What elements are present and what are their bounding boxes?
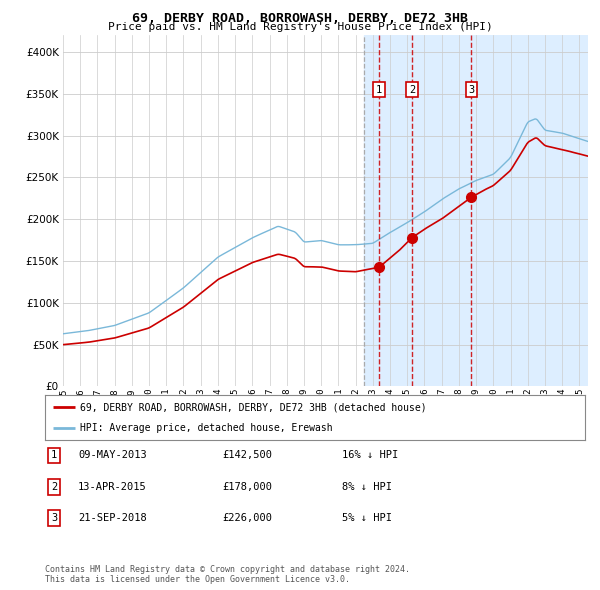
- Text: £142,500: £142,500: [222, 451, 272, 460]
- Text: 09-MAY-2013: 09-MAY-2013: [78, 451, 147, 460]
- Text: 69, DERBY ROAD, BORROWASH, DERBY, DE72 3HB (detached house): 69, DERBY ROAD, BORROWASH, DERBY, DE72 3…: [80, 402, 427, 412]
- Text: 5% ↓ HPI: 5% ↓ HPI: [342, 513, 392, 523]
- Text: 2: 2: [51, 482, 57, 491]
- Text: 16% ↓ HPI: 16% ↓ HPI: [342, 451, 398, 460]
- Text: £178,000: £178,000: [222, 482, 272, 491]
- Text: 21-SEP-2018: 21-SEP-2018: [78, 513, 147, 523]
- Text: 1: 1: [376, 85, 382, 95]
- Text: 8% ↓ HPI: 8% ↓ HPI: [342, 482, 392, 491]
- Text: 13-APR-2015: 13-APR-2015: [78, 482, 147, 491]
- Text: 1: 1: [51, 451, 57, 460]
- Text: Contains HM Land Registry data © Crown copyright and database right 2024.
This d: Contains HM Land Registry data © Crown c…: [45, 565, 410, 584]
- Text: 3: 3: [468, 85, 475, 95]
- Text: HPI: Average price, detached house, Erewash: HPI: Average price, detached house, Erew…: [80, 422, 333, 432]
- Text: Price paid vs. HM Land Registry's House Price Index (HPI): Price paid vs. HM Land Registry's House …: [107, 22, 493, 32]
- Text: 69, DERBY ROAD, BORROWASH, DERBY, DE72 3HB: 69, DERBY ROAD, BORROWASH, DERBY, DE72 3…: [132, 12, 468, 25]
- Bar: [364, 35, 588, 386]
- Text: £226,000: £226,000: [222, 513, 272, 523]
- Text: 2: 2: [409, 85, 415, 95]
- Text: 3: 3: [51, 513, 57, 523]
